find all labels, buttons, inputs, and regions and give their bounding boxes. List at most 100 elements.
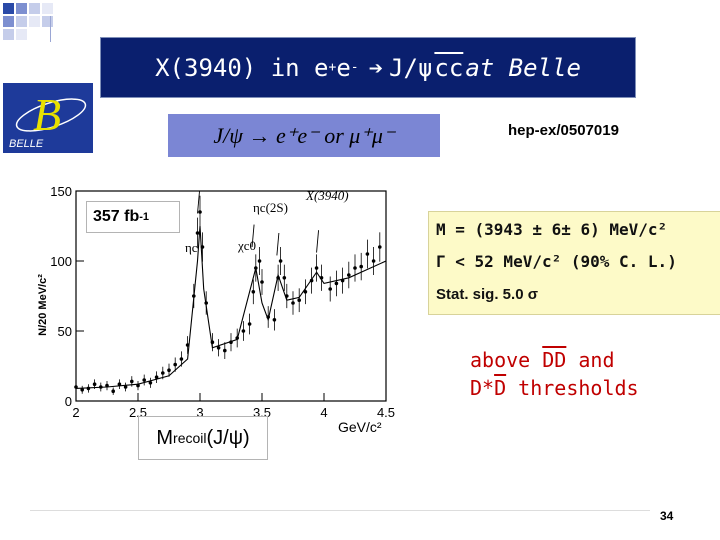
arrow-icon: ➔ — [368, 53, 384, 82]
data-point — [86, 386, 91, 391]
data-point — [260, 280, 264, 284]
data-point — [105, 383, 109, 388]
y-tick-label: 50 — [58, 324, 72, 339]
data-point — [161, 371, 165, 375]
data-point — [257, 259, 262, 263]
deco-square — [29, 3, 40, 14]
x-unit-label: GeV/c² — [338, 419, 382, 435]
peak-arrow — [276, 232, 280, 256]
x-tick-label: 3 — [196, 405, 203, 420]
title-part: J/ψ — [389, 53, 433, 82]
header-rule — [50, 16, 51, 42]
formula-text: J/ψ → e⁺e⁻ or μ⁺μ⁻ — [213, 122, 395, 148]
data-point — [235, 336, 239, 340]
peak-arrow — [197, 190, 200, 214]
deco-square — [29, 16, 40, 27]
x-tick-label: 2 — [72, 405, 79, 420]
deco-square — [16, 3, 27, 14]
data-point — [200, 245, 205, 249]
belle-logo-graphic: B BELLE — [3, 83, 93, 153]
data-point — [371, 259, 376, 263]
mass-result: M = (3943 ± 6± 6) MeV/c² — [436, 220, 668, 239]
y-tick-label: 150 — [50, 185, 72, 199]
threshold-text: above — [470, 348, 543, 372]
data-point — [173, 362, 177, 367]
peak-label-x3940: X(3940) — [306, 188, 349, 203]
data-point — [359, 264, 364, 269]
data-point — [167, 368, 171, 372]
data-point — [74, 385, 78, 389]
result-box: M = (3943 ± 6± 6) MeV/c² Γ < 52 MeV/c² (… — [428, 211, 720, 315]
data-point — [328, 287, 333, 291]
x-tick-label: 4 — [320, 405, 327, 420]
data-point — [303, 290, 308, 294]
belle-logo: B BELLE — [3, 83, 93, 153]
deco-square — [3, 3, 14, 14]
y-tick-label: 0 — [65, 394, 72, 409]
threshold-dbar: D — [494, 376, 507, 400]
fit-curve — [75, 225, 387, 389]
data-point — [223, 348, 227, 353]
data-point — [130, 379, 134, 384]
data-point — [314, 266, 319, 270]
data-point — [80, 388, 84, 392]
significance-result: Stat. sig. 5.0 σ — [436, 286, 538, 303]
title-sup: + — [328, 60, 337, 75]
data-point — [210, 340, 215, 344]
x-tick-label: 4.5 — [377, 405, 395, 420]
logo-text: BELLE — [9, 138, 44, 150]
luminosity-exp: -1 — [139, 211, 150, 223]
luminosity-label: 357 fb -1 — [86, 201, 180, 233]
data-point — [278, 259, 283, 263]
data-point — [272, 318, 277, 322]
data-point — [319, 276, 324, 280]
data-point — [334, 281, 339, 286]
data-point — [192, 294, 196, 298]
data-point — [136, 383, 140, 388]
logo-letter: B — [33, 89, 61, 140]
mrecoil-base: M — [156, 426, 174, 449]
data-point — [142, 378, 146, 382]
data-point — [251, 290, 256, 294]
peak-arrow — [316, 230, 320, 253]
data-point — [347, 273, 351, 277]
data-point — [340, 278, 345, 283]
data-point — [247, 322, 252, 326]
deco-square — [3, 16, 14, 27]
title-part: e — [336, 53, 351, 82]
data-point — [204, 301, 208, 305]
title-part: at Belle — [465, 53, 581, 82]
data-point — [117, 382, 122, 386]
data-point — [309, 278, 314, 283]
data-point — [179, 357, 184, 361]
deco-square — [16, 16, 27, 27]
data-point — [297, 298, 302, 302]
data-point — [353, 266, 357, 270]
data-point — [195, 231, 200, 235]
data-point — [123, 385, 128, 389]
deco-square — [16, 29, 27, 40]
data-point — [198, 210, 202, 214]
threshold-note: above DD and D*D thresholds — [470, 346, 639, 402]
slide-title: X(3940) in e + e - ➔ J/ψ cc at Belle — [100, 37, 636, 98]
data-point — [266, 315, 270, 319]
footer-rule — [30, 510, 650, 511]
data-point — [111, 389, 115, 393]
threshold-dstar: D* — [470, 376, 495, 400]
threshold-dd: DD — [542, 348, 567, 372]
data-point — [99, 385, 103, 389]
data-point — [365, 252, 370, 256]
data-point — [254, 266, 258, 270]
data-point — [216, 346, 221, 350]
threshold-text: thresholds — [506, 376, 639, 400]
title-part: X(3940) in e — [155, 53, 329, 82]
data-point — [229, 340, 233, 344]
deco-square — [42, 16, 53, 27]
data-point — [282, 276, 287, 280]
width-result: Γ < 52 MeV/c² (90% C. L.) — [436, 252, 677, 271]
mrecoil-tail: (J/ψ) — [206, 426, 250, 449]
data-point — [92, 382, 97, 386]
y-axis-label: N/20 MeV/c² — [37, 274, 49, 336]
y-tick-label: 100 — [50, 254, 72, 269]
